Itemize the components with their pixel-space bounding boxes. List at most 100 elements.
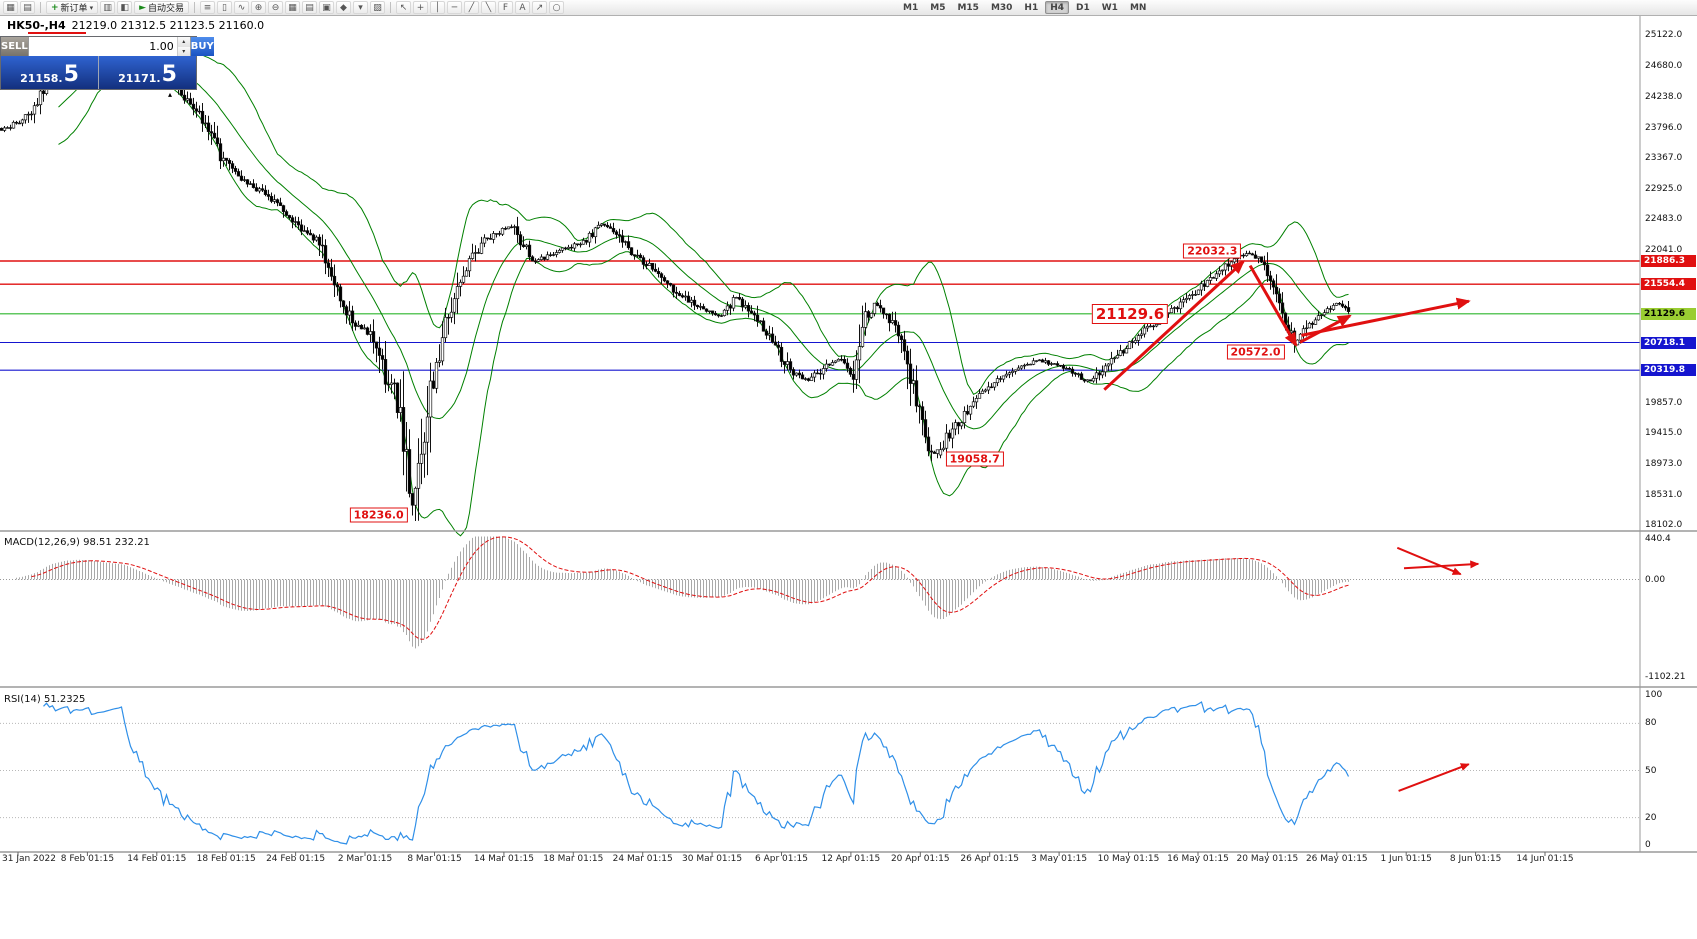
rsi-axis-label: 0: [1645, 840, 1651, 850]
cascade-windows-icon[interactable]: ▤: [302, 1, 318, 14]
rsi-panel: [0, 701, 1640, 845]
channel-icon[interactable]: ╲: [481, 1, 497, 14]
trade-panel-collapse-icon[interactable]: ▴: [168, 90, 173, 99]
fibonacci-icon[interactable]: F: [498, 1, 514, 14]
price-annotation[interactable]: 22032.3: [1183, 243, 1242, 259]
timeframe-m15-button[interactable]: M15: [957, 3, 979, 13]
trade-panel-top-row: SELL ▴ ▾ BUY: [1, 37, 214, 56]
profiles-icon[interactable]: ▤: [20, 1, 35, 14]
price-level-badge: 21129.6: [1641, 307, 1696, 320]
price-tick-label: 18102.0: [1645, 519, 1683, 530]
timeframe-m1-button[interactable]: M1: [903, 3, 919, 13]
timeframe-h4-button[interactable]: H4: [1045, 1, 1070, 14]
auto-scroll-icon[interactable]: ▣: [319, 1, 335, 14]
tile-windows-icon[interactable]: ▦: [285, 1, 301, 14]
price-tick-label: 22041.0: [1645, 245, 1683, 256]
timeframe-w1-button[interactable]: W1: [1101, 3, 1118, 13]
buy-price-small: 21171.: [118, 72, 161, 85]
volume-box: ▴ ▾: [27, 37, 191, 56]
candlesticks: [0, 43, 1351, 521]
buy-price-big: 5: [161, 62, 177, 87]
time-axis-label: 20 Apr 01:15: [890, 854, 950, 864]
templates-icon[interactable]: ▨: [370, 1, 386, 14]
price-tick-label: 18973.0: [1645, 459, 1683, 470]
arrow-tool-icon[interactable]: ↗: [532, 1, 548, 14]
time-axis-label: 31 Jan 2022: [2, 854, 56, 864]
time-axis-label: 10 May 01:15: [1097, 854, 1160, 864]
volume-down-button[interactable]: ▾: [177, 46, 190, 56]
new-order-icon: +: [51, 2, 59, 13]
zoom-in-icon[interactable]: ⊕: [251, 1, 267, 14]
price-level-badge: 21554.4: [1641, 278, 1696, 291]
trade-panel-prices: 21158. 5 21171. 5: [1, 56, 196, 89]
price-tick-label: 25122.0: [1645, 30, 1683, 41]
sell-button[interactable]: SELL: [1, 37, 28, 56]
timeframe-h1-button[interactable]: H1: [1024, 3, 1039, 13]
price-tick-label: 22483.0: [1645, 214, 1683, 225]
time-axis-ticks: [17, 852, 1546, 856]
time-axis-label: 14 Feb 01:15: [127, 854, 187, 864]
timeframe-m30-button[interactable]: M30: [990, 3, 1013, 13]
buy-price-display[interactable]: 21171. 5: [99, 56, 196, 89]
timeframe-d1-button[interactable]: D1: [1076, 3, 1090, 13]
line-chart-icon[interactable]: ∿: [234, 1, 250, 14]
candlestick-chart-icon[interactable]: ▯: [217, 1, 233, 14]
macd-axis-top: 440.4: [1645, 534, 1671, 544]
data-window-icon[interactable]: ◧: [117, 1, 133, 14]
price-tick-label: 23367.0: [1645, 152, 1683, 163]
price-level-badge: 20319.8: [1641, 364, 1696, 377]
macd-axis-bottom: -1102.21: [1645, 672, 1686, 682]
timeframe-m5-button[interactable]: M5: [930, 3, 946, 13]
macd-axis-zero: 0.00: [1645, 574, 1666, 585]
vertical-line-icon[interactable]: │: [430, 1, 446, 14]
market-watch-icon[interactable]: ▥: [100, 1, 116, 14]
price-annotation[interactable]: 20572.0: [1226, 344, 1285, 360]
price-tick-label: 18531.0: [1645, 490, 1683, 500]
new-chart-icon[interactable]: ▦: [3, 1, 18, 14]
price-tick-label: 19857.0: [1645, 397, 1683, 408]
price-annotation[interactable]: 19058.7: [945, 451, 1004, 467]
time-axis-label: 24 Mar 01:15: [612, 854, 673, 864]
crosshair-icon[interactable]: +: [413, 1, 429, 14]
buy-button[interactable]: BUY: [190, 37, 214, 56]
chevron-down-icon: ▾: [89, 3, 94, 12]
cursor-icon[interactable]: ↖: [396, 1, 412, 14]
bar-chart-icon[interactable]: ≡: [200, 1, 216, 14]
shapes-icon[interactable]: ○: [549, 1, 565, 14]
time-axis-label: 16 May 01:15: [1167, 854, 1229, 864]
rsi-axis-label: 50: [1645, 765, 1657, 776]
chart-ohlc-values: 21219.0 21312.5 21123.5 21160.0: [71, 19, 265, 32]
trend-arrows[interactable]: [1103, 260, 1480, 792]
auto-trading-button[interactable]: ► 自动交易: [134, 1, 190, 14]
new-order-label: 新订单: [60, 4, 88, 14]
zoom-out-icon[interactable]: ⊖: [268, 1, 284, 14]
trendline-icon[interactable]: ╱: [464, 1, 480, 14]
time-axis-label: 24 Feb 01:15: [266, 854, 326, 864]
auto-trading-icon: ►: [139, 2, 146, 13]
macd-panel: [0, 536, 1640, 649]
price-tick-label: 19415.0: [1645, 428, 1683, 439]
text-icon[interactable]: A: [515, 1, 531, 14]
volume-up-button[interactable]: ▴: [177, 37, 190, 47]
periods-icon[interactable]: ▾: [353, 1, 369, 14]
time-axis-label: 14 Mar 01:15: [473, 854, 534, 864]
price-annotation[interactable]: 21129.6: [1091, 303, 1169, 324]
indicators-icon[interactable]: ◆: [336, 1, 352, 14]
timeframe-mn-button[interactable]: MN: [1129, 3, 1147, 13]
panel-frame: [0, 16, 1697, 853]
time-axis-label: 8 Mar 01:15: [407, 854, 462, 864]
time-axis-label: 30 Mar 01:15: [682, 854, 743, 864]
sell-price-big: 5: [63, 62, 79, 87]
chart-symbol-label: HK50-,H4: [7, 19, 66, 32]
horizontal-line-icon[interactable]: ─: [447, 1, 463, 14]
price-tick-label: 23796.0: [1645, 122, 1683, 133]
volume-input[interactable]: [28, 37, 177, 56]
bollinger-bands: [58, 39, 1349, 537]
new-order-button[interactable]: + 新订单 ▾: [46, 1, 99, 14]
sell-price-display[interactable]: 21158. 5: [1, 56, 98, 89]
rsi-indicator-label: RSI(14) 51.2325: [4, 694, 86, 705]
title-underline-marker: [28, 32, 86, 34]
price-annotation[interactable]: 18236.0: [349, 507, 408, 523]
